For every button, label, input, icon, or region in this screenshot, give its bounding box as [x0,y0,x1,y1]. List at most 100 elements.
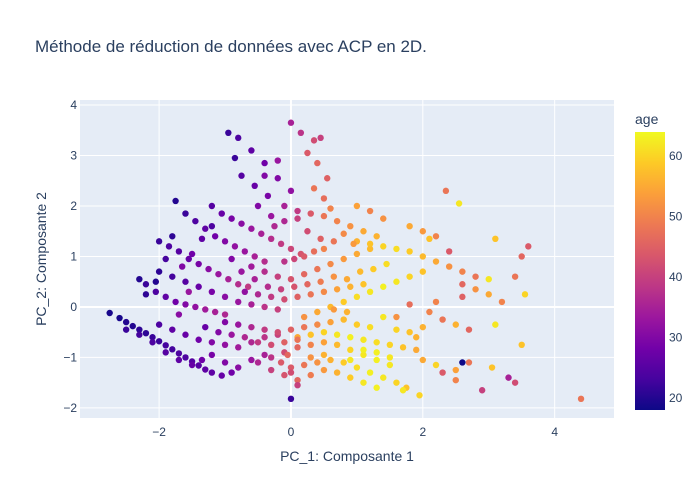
scatter-point[interactable] [248,301,255,308]
scatter-point[interactable] [235,298,242,306]
scatter-point[interactable] [162,342,169,349]
scatter-point[interactable] [149,339,156,346]
scatter-point[interactable] [248,263,255,270]
scatter-point[interactable] [320,212,328,220]
scatter-point[interactable] [169,233,176,240]
scatter-point[interactable] [459,281,466,288]
scatter-point[interactable] [221,238,229,245]
scatter-point[interactable] [235,321,242,328]
scatter-point[interactable] [432,233,440,240]
scatter-point[interactable] [261,334,268,341]
scatter-point[interactable] [192,217,199,225]
scatter-point[interactable] [281,371,288,379]
scatter-point[interactable] [267,366,275,374]
scatter-point[interactable] [383,260,390,268]
scatter-point[interactable] [238,220,245,227]
scatter-point[interactable] [300,361,308,369]
scatter-point[interactable] [261,172,268,179]
scatter-point[interactable] [185,288,192,296]
scatter-point[interactable] [304,281,311,288]
scatter-point[interactable] [254,359,262,366]
scatter-point[interactable] [386,361,394,369]
scatter-point[interactable] [248,339,255,346]
scatter-point[interactable] [287,364,295,371]
scatter-point[interactable] [327,356,334,364]
scatter-point[interactable] [310,137,318,144]
scatter-point[interactable] [225,129,232,137]
scatter-point[interactable] [310,185,318,192]
scatter-point[interactable] [353,364,361,371]
scatter-point[interactable] [281,296,288,303]
scatter-point[interactable] [320,288,328,296]
scatter-point[interactable] [459,268,466,275]
scatter-point[interactable] [300,323,308,331]
scatter-point[interactable] [274,273,281,280]
scatter-point[interactable] [300,270,308,278]
scatter-point[interactable] [399,387,407,394]
scatter-point[interactable] [202,306,209,313]
scatter-point[interactable] [155,321,163,328]
scatter-point[interactable] [340,255,347,263]
scatter-point[interactable] [162,255,169,263]
scatter-point[interactable] [248,147,255,154]
scatter-point[interactable] [188,361,196,369]
scatter-point[interactable] [419,253,427,260]
scatter-point[interactable] [294,293,301,301]
scatter-point[interactable] [235,364,242,371]
scatter-point[interactable] [297,129,305,137]
scatter-point[interactable] [370,265,377,273]
scatter-point[interactable] [330,306,338,313]
scatter-point[interactable] [221,359,229,366]
scatter-point[interactable] [393,313,400,321]
scatter-point[interactable] [419,228,427,235]
scatter-point[interactable] [195,283,202,290]
scatter-point[interactable] [228,331,235,338]
scatter-point[interactable] [195,260,202,268]
scatter-point[interactable] [264,283,272,290]
scatter-point[interactable] [251,275,258,283]
scatter-point[interactable] [452,376,459,384]
scatter-point[interactable] [231,154,239,162]
scatter-point[interactable] [165,243,173,250]
scatter-point[interactable] [185,255,192,263]
scatter-point[interactable] [416,392,423,399]
scatter-point[interactable] [267,212,275,220]
scatter-point[interactable] [333,331,341,338]
scatter-point[interactable] [208,351,216,359]
scatter-point[interactable] [195,362,202,369]
scatter-point[interactable] [366,323,374,331]
scatter-point[interactable] [241,248,249,255]
scatter-point[interactable] [251,253,258,260]
scatter-point[interactable] [155,338,163,345]
scatter-point[interactable] [478,387,486,394]
scatter-point[interactable] [136,326,143,333]
scatter-point[interactable] [330,273,338,280]
scatter-point[interactable] [274,328,281,336]
scatter-point[interactable] [267,354,275,361]
scatter-point[interactable] [366,369,374,376]
scatter-point[interactable] [465,359,473,366]
scatter-point[interactable] [432,298,440,306]
scatter-point[interactable] [380,243,387,250]
scatter-point[interactable] [198,356,206,364]
scatter-point[interactable] [327,205,334,212]
scatter-point[interactable] [333,369,341,376]
scatter-point[interactable] [360,228,367,235]
scatter-point[interactable] [192,303,199,311]
scatter-point[interactable] [294,344,301,351]
scatter-point[interactable] [287,187,295,195]
scatter-point[interactable] [221,293,229,301]
scatter-point[interactable] [314,159,321,167]
scatter-point[interactable] [261,268,268,275]
scatter-point[interactable] [419,268,427,275]
scatter-points[interactable] [106,119,585,403]
scatter-point[interactable] [360,379,367,386]
scatter-point[interactable] [281,258,288,265]
scatter-point[interactable] [155,238,163,245]
scatter-point[interactable] [274,175,281,182]
scatter-point[interactable] [267,293,275,301]
scatter-point[interactable] [178,263,186,270]
scatter-point[interactable] [142,330,150,337]
scatter-point[interactable] [353,293,361,301]
scatter-point[interactable] [248,356,255,364]
